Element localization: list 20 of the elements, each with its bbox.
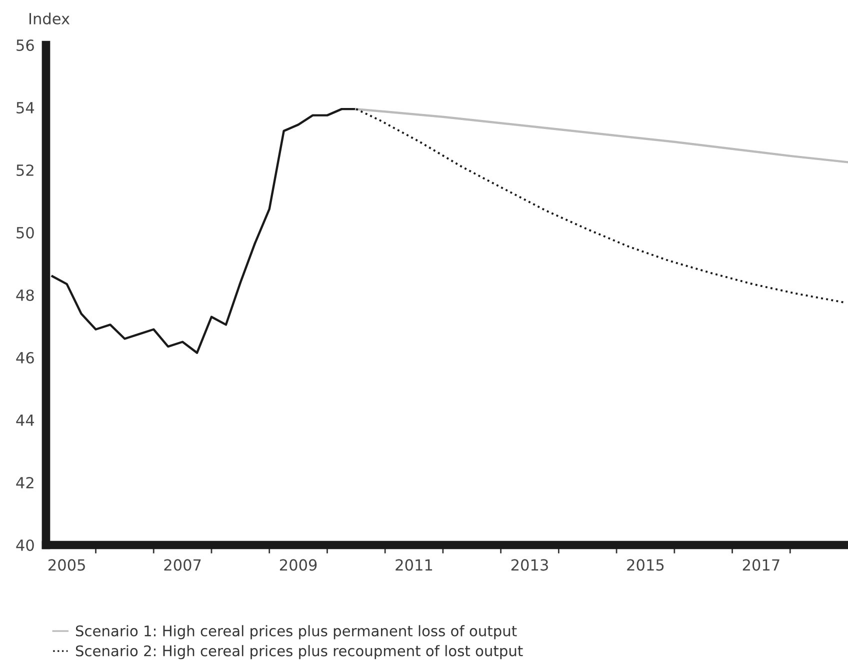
y-tick-label: 48 [16,289,34,302]
y-tick-label: 50 [16,226,34,239]
y-tick-label: 40 [16,539,34,552]
legend-label: Scenario 2: High cereal prices plus recoupment of lost output [76,645,523,660]
y-tick-label: 42 [16,476,34,488]
x-tick-label: 2013 [511,559,548,571]
y-tick-label: 56 [16,39,34,52]
y-tick-label: 46 [16,352,34,364]
x-tick-label: 2007 [164,559,201,571]
y-tick-label: 52 [16,164,34,176]
x-tick-label: 2005 [48,559,85,571]
x-tick-label: 2009 [280,559,317,571]
y-tick-label: 44 [16,414,34,426]
y-axis-title: Index [30,12,70,24]
legend-label: Scenario 1: High cereal prices plus permanent loss of output [76,625,517,640]
x-tick-label: 2017 [742,559,780,571]
x-tick-label: 2015 [627,559,664,571]
line-series [355,108,848,164]
y-tick-label: 54 [16,102,34,114]
x-tick-label: 2011 [396,559,432,571]
